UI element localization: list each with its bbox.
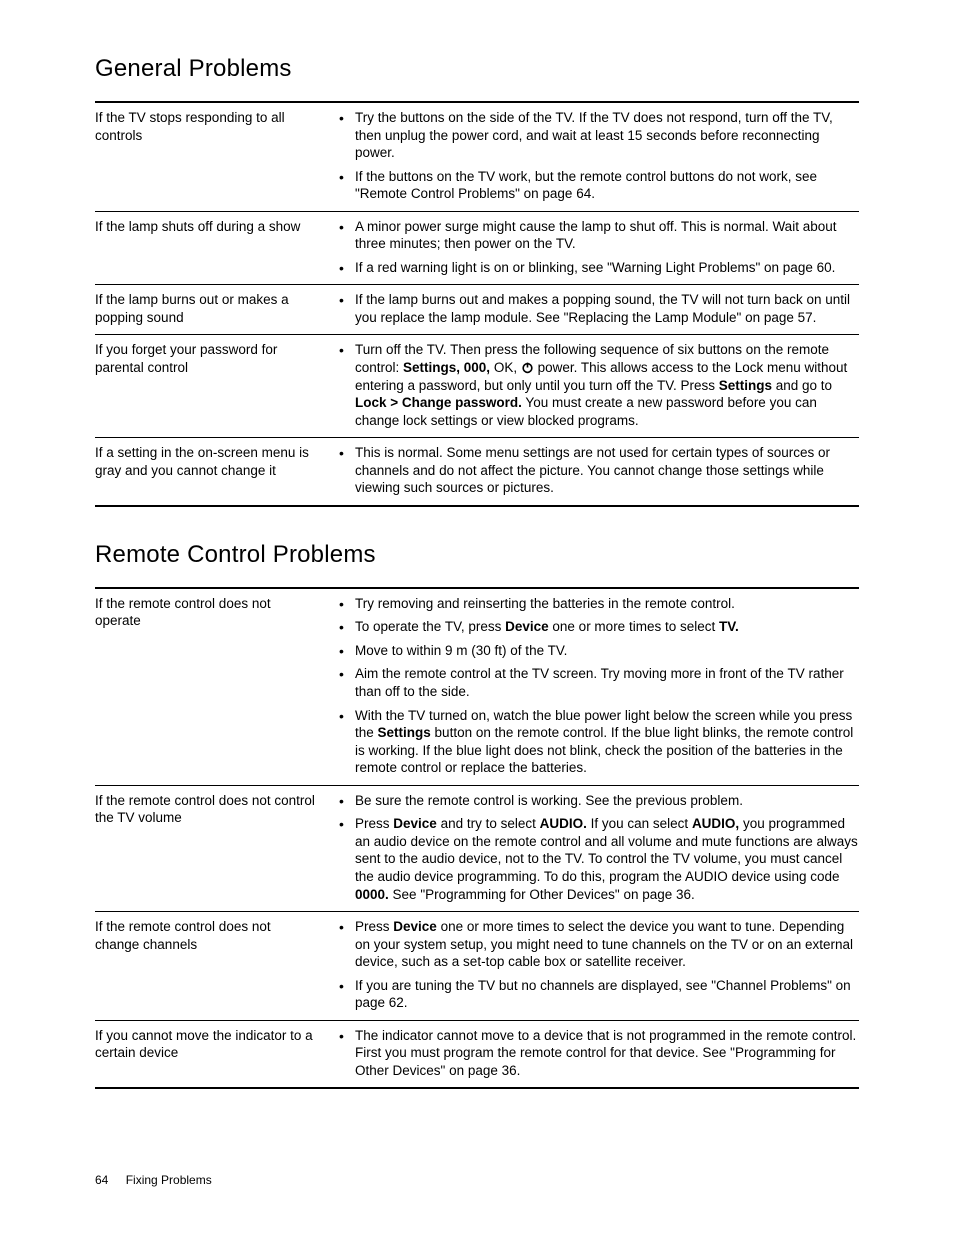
solution-cell: Press Device one or more times to select…	[335, 912, 859, 1021]
bullet-list: If the lamp burns out and makes a poppin…	[335, 291, 859, 326]
problem-cell: If the lamp burns out or makes a popping…	[95, 285, 335, 335]
power-icon	[521, 361, 534, 374]
section-heading: Remote Control Problems	[95, 541, 859, 569]
table-row: If a setting in the on-screen menu is gr…	[95, 438, 859, 506]
problem-cell: If you cannot move the indicator to a ce…	[95, 1020, 335, 1088]
table-row: If the remote control does not control t…	[95, 785, 859, 911]
bullet-list: Try the buttons on the side of the TV. I…	[335, 109, 859, 203]
problem-cell: If the remote control does not change ch…	[95, 912, 335, 1021]
bullet-item: Aim the remote control at the TV screen.…	[335, 665, 859, 700]
bullet-item: Be sure the remote control is working. S…	[335, 792, 859, 810]
solution-cell: Try the buttons on the side of the TV. I…	[335, 102, 859, 211]
solution-cell: The indicator cannot move to a device th…	[335, 1020, 859, 1088]
troubleshooting-table: If the remote control does not operateTr…	[95, 587, 859, 1090]
bullet-list: The indicator cannot move to a device th…	[335, 1027, 859, 1080]
troubleshooting-table: If the TV stops responding to all contro…	[95, 101, 859, 507]
problem-cell: If the TV stops responding to all contro…	[95, 102, 335, 211]
solution-cell: Turn off the TV. Then press the followin…	[335, 335, 859, 438]
table-row: If you cannot move the indicator to a ce…	[95, 1020, 859, 1088]
bullet-item: A minor power surge might cause the lamp…	[335, 218, 859, 253]
page-footer: 64 Fixing Problems	[95, 1173, 212, 1187]
page-number: 64	[95, 1173, 108, 1187]
table-row: If the lamp burns out or makes a popping…	[95, 285, 859, 335]
bullet-item: If a red warning light is on or blinking…	[335, 259, 859, 277]
section-heading: General Problems	[95, 55, 859, 83]
bullet-list: Try removing and reinserting the batteri…	[335, 595, 859, 777]
bullet-item: Try removing and reinserting the batteri…	[335, 595, 859, 613]
solution-cell: If the lamp burns out and makes a poppin…	[335, 285, 859, 335]
bullet-list: Press Device one or more times to select…	[335, 918, 859, 1012]
solution-cell: A minor power surge might cause the lamp…	[335, 211, 859, 285]
solution-cell: Be sure the remote control is working. S…	[335, 785, 859, 911]
problem-cell: If the remote control does not control t…	[95, 785, 335, 911]
bullet-item: Turn off the TV. Then press the followin…	[335, 341, 859, 429]
bullet-list: This is normal. Some menu settings are n…	[335, 444, 859, 497]
bullet-item: To operate the TV, press Device one or m…	[335, 618, 859, 636]
bullet-list: Be sure the remote control is working. S…	[335, 792, 859, 903]
bullet-item: Move to within 9 m (30 ft) of the TV.	[335, 642, 859, 660]
solution-cell: This is normal. Some menu settings are n…	[335, 438, 859, 506]
problem-cell: If you forget your password for parental…	[95, 335, 335, 438]
table-row: If you forget your password for parental…	[95, 335, 859, 438]
bullet-list: Turn off the TV. Then press the followin…	[335, 341, 859, 429]
table-row: If the TV stops responding to all contro…	[95, 102, 859, 211]
problem-cell: If a setting in the on-screen menu is gr…	[95, 438, 335, 506]
bullet-item: Press Device and try to select AUDIO. If…	[335, 815, 859, 903]
bullet-item: Press Device one or more times to select…	[335, 918, 859, 971]
bullet-item: If the buttons on the TV work, but the r…	[335, 168, 859, 203]
bullet-list: A minor power surge might cause the lamp…	[335, 218, 859, 277]
solution-cell: Try removing and reinserting the batteri…	[335, 588, 859, 785]
problem-cell: If the remote control does not operate	[95, 588, 335, 785]
table-row: If the remote control does not operateTr…	[95, 588, 859, 785]
table-row: If the lamp shuts off during a showA min…	[95, 211, 859, 285]
footer-title: Fixing Problems	[126, 1173, 212, 1187]
table-row: If the remote control does not change ch…	[95, 912, 859, 1021]
bullet-item: This is normal. Some menu settings are n…	[335, 444, 859, 497]
problem-cell: If the lamp shuts off during a show	[95, 211, 335, 285]
bullet-item: If the lamp burns out and makes a poppin…	[335, 291, 859, 326]
bullet-item: With the TV turned on, watch the blue po…	[335, 707, 859, 777]
bullet-item: The indicator cannot move to a device th…	[335, 1027, 859, 1080]
page-content: General Problems If the TV stops respondi…	[95, 55, 859, 1089]
bullet-item: Try the buttons on the side of the TV. I…	[335, 109, 859, 162]
bullet-item: If you are tuning the TV but no channels…	[335, 977, 859, 1012]
